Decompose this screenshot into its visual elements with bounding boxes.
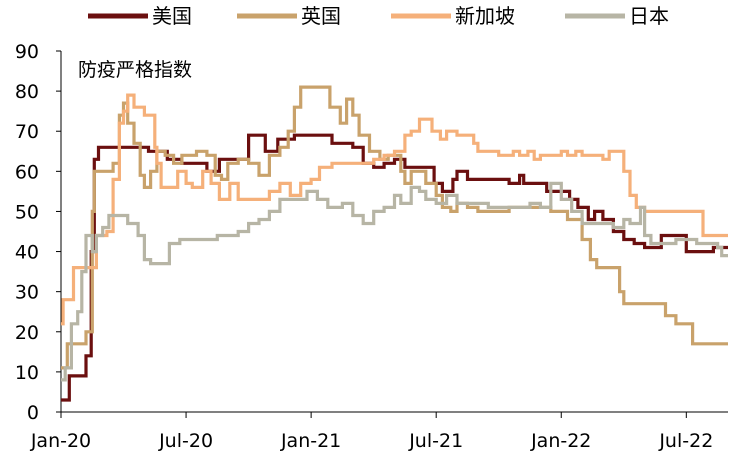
y-tick-label: 0	[27, 402, 39, 424]
chart-title: 防疫严格指数	[78, 59, 192, 81]
legend-label-0: 美国	[152, 4, 192, 28]
x-tick-label: Jul-20	[158, 430, 213, 452]
y-tick-label: 70	[15, 121, 39, 143]
series-line-2	[61, 93, 728, 326]
y-tick-label: 80	[15, 81, 39, 103]
y-tick-label: 50	[15, 201, 39, 223]
y-tick-label: 40	[15, 242, 39, 264]
x-tick-label: Jan-21	[280, 430, 341, 452]
y-axis-ticks: 0 10 20 30 40 50 60 70 80 90	[15, 41, 61, 424]
x-tick-label: Jul-21	[408, 430, 463, 452]
x-tick-label: Jul-22	[658, 430, 713, 452]
y-tick-label: 90	[15, 41, 39, 63]
y-tick-label: 20	[15, 322, 39, 344]
legend-label-2: 新加坡	[455, 4, 515, 28]
legend: 美国 英国 新加坡 日本	[88, 4, 669, 28]
series-line-1	[61, 85, 728, 370]
series-lines	[61, 85, 728, 402]
series-line-3	[61, 181, 728, 382]
y-tick-label: 30	[15, 282, 39, 304]
x-tick-label: Jan-20	[30, 430, 91, 452]
axes	[60, 51, 728, 413]
x-tick-label: Jan-22	[530, 430, 591, 452]
y-tick-label: 10	[15, 362, 39, 384]
y-tick-label: 60	[15, 161, 39, 183]
legend-label-1: 英国	[301, 4, 341, 28]
legend-label-3: 日本	[629, 4, 669, 28]
x-axis-ticks: Jan-20 Jul-20 Jan-21 Jul-21 Jan-22 Jul-22	[30, 412, 713, 452]
